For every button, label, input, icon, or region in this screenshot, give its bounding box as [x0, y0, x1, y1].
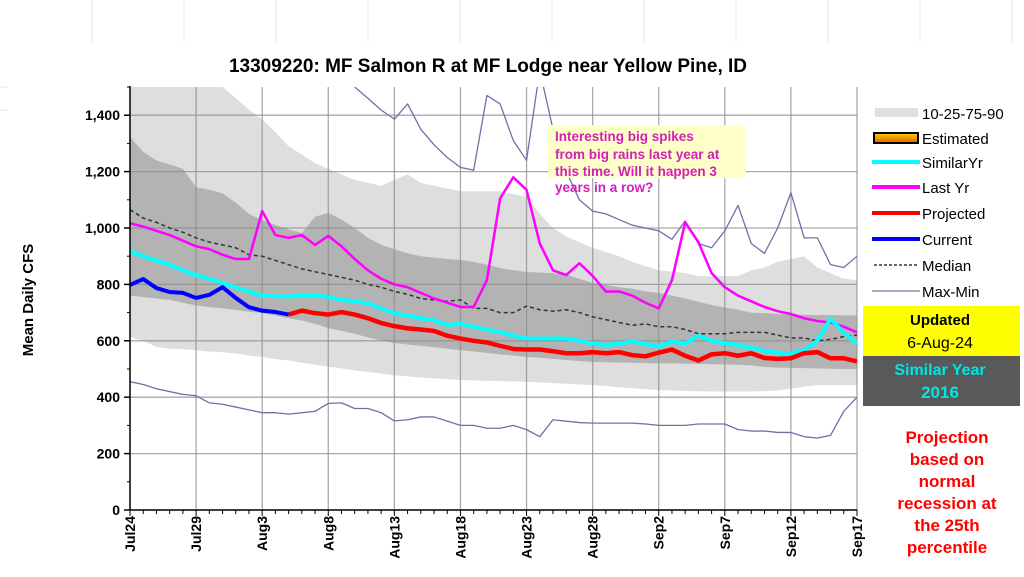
annotation-line: Interesting big spikes [555, 129, 694, 144]
series-last-yr [130, 175, 857, 334]
legend-swatch-band [875, 108, 918, 117]
projection-note-line: normal [919, 472, 976, 491]
projection-note-line: the 25th [914, 516, 979, 535]
chart-title: 13309220: MF Salmon R at MF Lodge near Y… [229, 56, 747, 77]
x-tick-label: Jul29 [188, 516, 204, 552]
legend-label: Estimated [922, 131, 989, 148]
legend-item: Estimated [873, 131, 989, 148]
legend-item: Last Yr [872, 180, 969, 197]
projection-note-line: recession at [897, 494, 997, 513]
y-tick-label: 200 [97, 446, 121, 462]
axes: 0 200 400 600 800 1,000 1,200 1,400 Jul24 Jul29 Au… [85, 86, 865, 559]
legend-label: Max-Min [922, 284, 980, 301]
x-tick-label: Aug3 [254, 516, 270, 551]
legend-item: Projected [872, 206, 985, 223]
annotation-line: this time. Will it happen 3 [555, 164, 717, 179]
x-tick-label: Sep2 [651, 516, 667, 550]
y-tick-label: 1,400 [85, 107, 120, 123]
series-lines [130, 87, 857, 439]
updated-label: Updated [910, 312, 970, 329]
similar-year-label: Similar Year [894, 362, 985, 379]
series-similaryr [130, 249, 857, 356]
x-tick-label: Aug23 [519, 516, 535, 559]
similar-year-box: Similar Year 2016 [863, 356, 1020, 406]
projection-note-line: Projection [905, 428, 988, 447]
annotation-line: from big rains last year at [555, 147, 720, 162]
legend-label: 10-25-75-90 [922, 106, 1004, 123]
legend: 10-25-75-90 Estimated SimilarYr Last Yr Proj… [872, 106, 1004, 301]
projection-note: Projection based on normal recession at … [897, 428, 997, 557]
x-tick-label: Aug18 [452, 516, 468, 559]
series-projected [287, 308, 857, 364]
x-tick-label: Sep12 [783, 516, 799, 557]
y-tick-label: 0 [112, 502, 120, 518]
x-tick-label: Aug28 [585, 516, 601, 559]
y-tick-label: 600 [97, 333, 121, 349]
legend-item: Median [874, 258, 971, 275]
y-tick-label: 1,000 [85, 220, 120, 236]
annotation-line: years in a row? [555, 180, 653, 195]
series-max [354, 87, 857, 269]
legend-item: Max-Min [872, 284, 980, 301]
projection-note-line: percentile [907, 538, 987, 557]
x-tick-label: Sep17 [849, 516, 865, 557]
spreadsheet-background-grid [0, 0, 1013, 111]
legend-label: SimilarYr [922, 155, 983, 172]
y-tick-label: 800 [97, 276, 121, 292]
series-min [130, 381, 857, 439]
legend-label: Last Yr [922, 180, 969, 197]
x-tick-label: Aug13 [386, 516, 402, 559]
series-current [130, 277, 289, 317]
y-tick-label: 1,200 [85, 164, 120, 180]
legend-item: 10-25-75-90 [875, 106, 1004, 123]
x-tick-label: Aug8 [320, 516, 336, 551]
annotation-box: Interesting big spikes from big rains la… [548, 125, 746, 195]
legend-label: Projected [922, 206, 985, 223]
legend-item: SimilarYr [872, 155, 983, 172]
legend-item: Current [872, 232, 973, 249]
x-tick-label: Jul24 [122, 516, 138, 552]
projection-note-line: based on [910, 450, 985, 469]
y-axis-label: Mean Daily CFS [20, 244, 37, 357]
legend-label: Current [922, 232, 973, 249]
legend-label: Median [922, 258, 971, 275]
similar-year-value: 2016 [921, 383, 959, 402]
updated-date: 6-Aug-24 [907, 335, 973, 352]
legend-swatch-estimated [873, 132, 919, 144]
series-median [130, 209, 857, 342]
x-tick-label: Sep7 [717, 516, 733, 550]
updated-box: Updated 6-Aug-24 [863, 306, 1020, 356]
y-tick-label: 400 [97, 389, 121, 405]
